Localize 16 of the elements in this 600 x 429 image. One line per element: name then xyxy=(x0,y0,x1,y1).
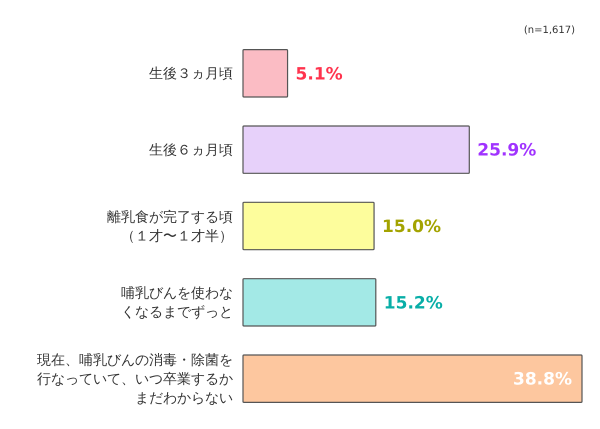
bar xyxy=(242,202,375,250)
data-label: 15.2% xyxy=(384,293,443,314)
data-label: 15.0% xyxy=(382,216,442,237)
data-label: 38.8% xyxy=(513,370,572,390)
y-tick-label: 哺乳びんを使わなくなるまでずっと xyxy=(121,286,233,321)
y-tick-label: 離乳食が完了する頃（１才〜１才半） xyxy=(107,209,233,244)
data-label: 25.9% xyxy=(477,140,536,161)
y-tick-label: 生後３ヵ月頃 xyxy=(149,66,233,82)
bar xyxy=(242,49,288,98)
data-label: 5.1% xyxy=(296,64,343,84)
bar xyxy=(242,278,376,327)
bar xyxy=(242,125,470,174)
y-tick-label: 現在、哺乳びんの消毒・除菌を行なっていて、いつ卒業するかまだわからない xyxy=(37,352,233,407)
bar xyxy=(242,354,583,403)
text: (n=1,617) xyxy=(524,25,576,36)
y-tick-label: 生後６ヵ月頃 xyxy=(149,142,233,159)
